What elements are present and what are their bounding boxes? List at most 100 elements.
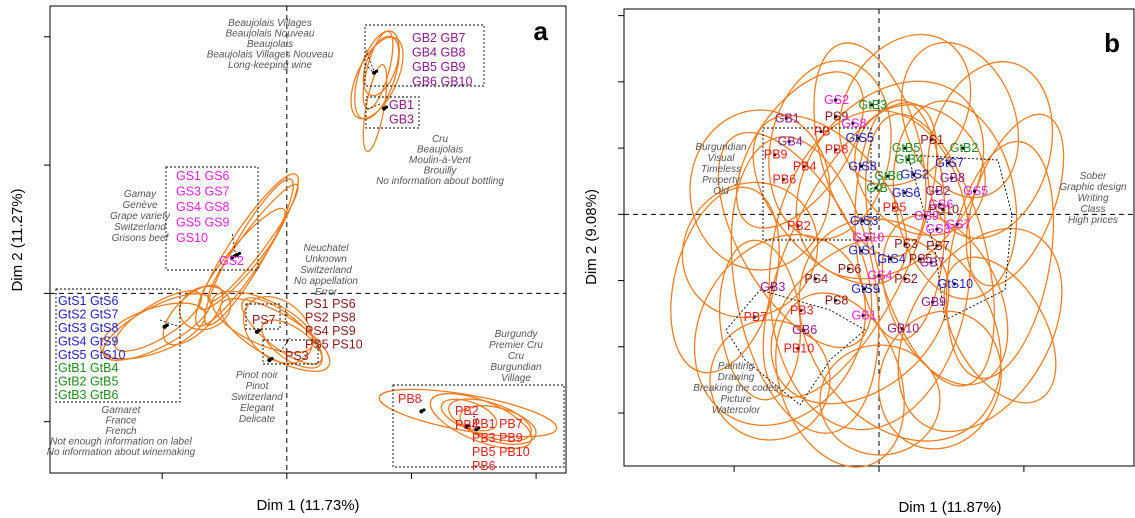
annotation-note: Old [713, 186, 729, 197]
ellipse-ps [219, 297, 331, 373]
data-point-pb [796, 224, 800, 228]
point-label-gb: GB4 GB8 [412, 46, 466, 60]
connector-line [159, 319, 181, 328]
point-label-gtb: GtB6 [874, 169, 903, 183]
ellipse-b [854, 104, 986, 236]
annotation-note: Delicate [239, 414, 276, 425]
data-point-gb [929, 260, 933, 264]
data-point-pb [477, 426, 481, 430]
ellipse-gt [114, 290, 202, 352]
annotation-note: Pinot [246, 381, 270, 392]
data-point-gts [862, 287, 867, 291]
data-point-pb [422, 408, 426, 412]
point-label-gs: GS9 [914, 209, 939, 223]
ellipse-ps [261, 319, 323, 369]
annotation-note: No appellation [294, 276, 358, 287]
point-label-pb: PB5 PB10 [472, 445, 530, 459]
connector-line [231, 231, 236, 253]
annotation-note: Beaujolais [247, 39, 293, 50]
annotation-note: Neuchatel [303, 243, 349, 254]
cluster-box-ps7 [245, 303, 281, 330]
point-label-gs: GS7 [946, 217, 971, 231]
connector-line [419, 399, 423, 402]
data-point-gb [900, 326, 904, 331]
annotation-note: Beaujolais Villages Nouveau [207, 50, 334, 61]
data-point-ps [833, 298, 838, 303]
data-point-gts [860, 164, 864, 168]
annotation-note: Painting [718, 361, 755, 372]
ellipse-b [943, 256, 1057, 404]
data-point-gtb [870, 103, 874, 107]
annotation-note: French [105, 426, 137, 437]
cluster-box-gb [364, 24, 485, 87]
point-label-ps: PS1 [920, 133, 944, 147]
point-label-gts: GtS6 [892, 186, 921, 200]
data-point-gtb [903, 146, 907, 150]
panel-b-letter: b [1104, 28, 1120, 58]
point-label-pb: PB10 [784, 341, 815, 355]
point-label-ps: PS2 [894, 272, 918, 286]
panel-a-letter: a [534, 16, 549, 46]
point-label-gtb: GtB3 [859, 98, 888, 112]
annotation-note: Long-keeping wine [228, 60, 312, 71]
point-label-gb: GB1 [389, 98, 414, 112]
ellipse-b [735, 71, 865, 229]
data-point-gs [861, 313, 865, 317]
annotation-note: Elegant [240, 403, 275, 414]
annotation-note: Premier Cru [489, 340, 543, 351]
annotation-note: Switzerland [231, 392, 283, 403]
data-point-pb [467, 423, 471, 427]
annotation-note: Error [315, 287, 338, 298]
data-point-gts [912, 172, 916, 177]
point-label-ps: PS6 [838, 262, 862, 276]
point-label-pb: PB2 [787, 219, 811, 233]
panel-b: b Dim 1 (11.87%) Dim 2 (9.08%) GS2 GtB3 GB… [583, 8, 1135, 516]
ellipse-b [752, 114, 908, 286]
ellipse-b [819, 344, 941, 456]
data-point-pb [833, 148, 838, 152]
data-point-pb [796, 346, 800, 351]
annotation-note: Switzerland [300, 265, 352, 276]
point-label-gts: GtS2 GtS7 [58, 308, 118, 322]
annotation-note: Beaujolais [417, 145, 463, 156]
point-label-ps: PS7 [252, 313, 276, 327]
ellipse-gs [195, 173, 299, 327]
ellipse-gb [362, 30, 394, 110]
data-point-gtb [874, 186, 878, 190]
annotation-note: Cru [508, 351, 525, 362]
point-label-gb: GB2 GB7 [412, 31, 466, 45]
ellipse-gs [204, 178, 294, 326]
ellipse-b [670, 186, 780, 374]
data-point-gts [857, 136, 861, 140]
annotation-note: Burgundy [495, 329, 539, 340]
point-label-pb: PB6 [773, 173, 797, 187]
data-point-ps [833, 115, 838, 119]
point-label-gtb: GtB5 [892, 141, 921, 155]
annotation-note: Picture [720, 394, 752, 405]
point-label-gtb: GtB2 GtB5 [58, 375, 118, 389]
ellipse-b [681, 181, 819, 319]
annotation-note: Timeless [701, 164, 741, 175]
point-label-pb: PB2 [455, 404, 479, 418]
data-point-gts [888, 257, 893, 261]
annotation-note: Beaujolais Nouveau [226, 29, 315, 40]
data-point-gs [973, 189, 977, 193]
point-label-pb: PB7 [744, 310, 768, 324]
ellipse-b [768, 60, 892, 240]
point-label-gtb: GtB4 [895, 153, 924, 167]
point-label-ps: PS5 PS10 [305, 338, 363, 352]
point-label-gb: GB6 [792, 323, 817, 337]
point-label-gs: GS2 [219, 254, 244, 268]
annotation-note: No information about bottling [376, 176, 504, 187]
ellipse-b [965, 113, 1065, 287]
point-label-gts: GtS3 GtS8 [58, 321, 118, 335]
data-point-gb [935, 189, 939, 193]
point-label-gts: GtS4 GtS9 [58, 335, 118, 349]
point-label-pb: PB4 [793, 159, 817, 173]
point-label-gb: GB8 [940, 171, 965, 185]
point-label-gs: GS6 [928, 197, 953, 211]
connector-line [469, 413, 479, 420]
data-point-ps [917, 257, 922, 261]
point-label-pb: PB [814, 125, 831, 139]
